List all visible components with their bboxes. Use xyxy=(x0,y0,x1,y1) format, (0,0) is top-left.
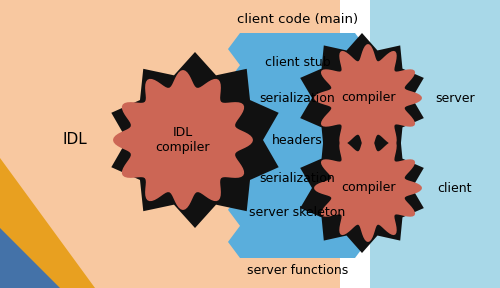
Text: compiler: compiler xyxy=(341,92,395,105)
Text: IDL: IDL xyxy=(62,132,88,147)
Text: serialization: serialization xyxy=(260,92,336,105)
Text: serialization: serialization xyxy=(260,171,336,185)
Polygon shape xyxy=(113,70,253,210)
Polygon shape xyxy=(0,158,95,288)
Polygon shape xyxy=(300,33,424,163)
Text: server skeleton: server skeleton xyxy=(250,206,346,219)
Polygon shape xyxy=(0,228,60,288)
Polygon shape xyxy=(112,52,278,228)
Polygon shape xyxy=(314,44,422,152)
FancyBboxPatch shape xyxy=(0,0,340,288)
Text: IDL
compiler: IDL compiler xyxy=(156,126,210,154)
Polygon shape xyxy=(300,123,424,253)
Text: compiler: compiler xyxy=(341,181,395,194)
Text: client: client xyxy=(438,181,472,194)
Polygon shape xyxy=(314,134,422,242)
FancyBboxPatch shape xyxy=(370,0,500,288)
Polygon shape xyxy=(228,33,367,258)
Text: server functions: server functions xyxy=(247,264,348,276)
Text: headers: headers xyxy=(272,134,323,147)
Text: server: server xyxy=(435,92,475,105)
Text: client stub: client stub xyxy=(264,56,330,69)
Text: client code (main): client code (main) xyxy=(237,14,358,26)
